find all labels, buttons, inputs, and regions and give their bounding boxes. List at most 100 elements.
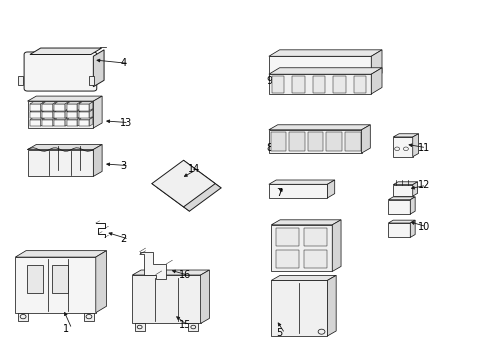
Polygon shape bbox=[30, 102, 44, 104]
Polygon shape bbox=[271, 275, 335, 280]
Polygon shape bbox=[370, 68, 381, 94]
Polygon shape bbox=[140, 252, 166, 279]
Polygon shape bbox=[327, 180, 334, 198]
Polygon shape bbox=[77, 109, 81, 118]
Polygon shape bbox=[268, 74, 370, 94]
Polygon shape bbox=[289, 132, 305, 151]
Polygon shape bbox=[54, 120, 65, 126]
Text: 16: 16 bbox=[178, 270, 190, 280]
Polygon shape bbox=[89, 102, 93, 111]
Polygon shape bbox=[93, 144, 102, 176]
Polygon shape bbox=[41, 117, 44, 126]
Polygon shape bbox=[132, 270, 209, 275]
Polygon shape bbox=[200, 270, 209, 323]
Polygon shape bbox=[307, 132, 323, 151]
Polygon shape bbox=[27, 265, 43, 293]
Polygon shape bbox=[79, 109, 93, 112]
Polygon shape bbox=[54, 102, 68, 104]
Polygon shape bbox=[344, 132, 360, 151]
Text: 1: 1 bbox=[63, 324, 69, 334]
Polygon shape bbox=[392, 134, 418, 137]
Polygon shape bbox=[268, 50, 381, 56]
Polygon shape bbox=[53, 109, 56, 118]
Polygon shape bbox=[271, 220, 340, 225]
Polygon shape bbox=[79, 104, 89, 111]
Polygon shape bbox=[30, 48, 102, 54]
Polygon shape bbox=[268, 125, 369, 130]
Polygon shape bbox=[158, 165, 221, 211]
Polygon shape bbox=[276, 250, 299, 268]
Polygon shape bbox=[42, 117, 56, 120]
Polygon shape bbox=[409, 197, 414, 214]
Polygon shape bbox=[89, 76, 94, 85]
Polygon shape bbox=[353, 76, 366, 93]
Polygon shape bbox=[83, 313, 94, 320]
FancyBboxPatch shape bbox=[24, 52, 97, 91]
Polygon shape bbox=[271, 225, 331, 271]
Polygon shape bbox=[392, 185, 412, 196]
Polygon shape bbox=[361, 125, 369, 153]
Polygon shape bbox=[30, 120, 41, 126]
Text: 7: 7 bbox=[276, 188, 282, 198]
Polygon shape bbox=[77, 102, 81, 111]
Text: 13: 13 bbox=[120, 118, 132, 128]
Polygon shape bbox=[41, 102, 44, 111]
Polygon shape bbox=[30, 109, 44, 112]
Polygon shape bbox=[79, 120, 89, 126]
Polygon shape bbox=[79, 117, 93, 120]
Polygon shape bbox=[412, 182, 417, 196]
Polygon shape bbox=[304, 250, 327, 268]
Polygon shape bbox=[15, 251, 106, 257]
Polygon shape bbox=[30, 112, 41, 118]
Polygon shape bbox=[51, 265, 67, 293]
Polygon shape bbox=[132, 275, 200, 323]
Polygon shape bbox=[27, 149, 93, 176]
Polygon shape bbox=[135, 323, 144, 330]
Polygon shape bbox=[387, 223, 409, 237]
Polygon shape bbox=[333, 76, 345, 93]
Polygon shape bbox=[270, 132, 286, 151]
Polygon shape bbox=[66, 102, 81, 104]
Polygon shape bbox=[387, 200, 409, 214]
Polygon shape bbox=[66, 112, 77, 118]
Polygon shape bbox=[27, 96, 102, 101]
Polygon shape bbox=[30, 104, 41, 111]
Polygon shape bbox=[53, 102, 56, 111]
Polygon shape bbox=[188, 323, 198, 330]
Polygon shape bbox=[18, 313, 28, 320]
Polygon shape bbox=[412, 134, 418, 157]
Polygon shape bbox=[392, 182, 417, 185]
Polygon shape bbox=[42, 120, 53, 126]
Polygon shape bbox=[96, 251, 106, 313]
Polygon shape bbox=[66, 104, 77, 111]
Polygon shape bbox=[327, 275, 335, 336]
Polygon shape bbox=[27, 101, 93, 128]
Polygon shape bbox=[387, 220, 414, 223]
Polygon shape bbox=[268, 56, 370, 80]
Polygon shape bbox=[27, 144, 102, 149]
Polygon shape bbox=[276, 228, 299, 246]
Polygon shape bbox=[66, 120, 77, 126]
Polygon shape bbox=[42, 102, 56, 104]
Polygon shape bbox=[268, 130, 361, 153]
Polygon shape bbox=[409, 220, 414, 237]
Polygon shape bbox=[54, 112, 65, 118]
Polygon shape bbox=[65, 117, 68, 126]
Text: 4: 4 bbox=[120, 58, 126, 68]
Text: 10: 10 bbox=[417, 222, 429, 231]
Polygon shape bbox=[42, 112, 53, 118]
Text: 8: 8 bbox=[266, 143, 272, 153]
Polygon shape bbox=[41, 109, 44, 118]
Polygon shape bbox=[77, 117, 81, 126]
Text: 9: 9 bbox=[266, 76, 272, 86]
Polygon shape bbox=[312, 76, 325, 93]
Polygon shape bbox=[79, 112, 89, 118]
Polygon shape bbox=[42, 104, 53, 111]
Polygon shape bbox=[15, 257, 96, 313]
Polygon shape bbox=[54, 117, 68, 120]
Text: 14: 14 bbox=[188, 164, 200, 174]
Text: 2: 2 bbox=[120, 234, 126, 244]
Polygon shape bbox=[54, 109, 68, 112]
Polygon shape bbox=[53, 117, 56, 126]
Polygon shape bbox=[30, 117, 44, 120]
